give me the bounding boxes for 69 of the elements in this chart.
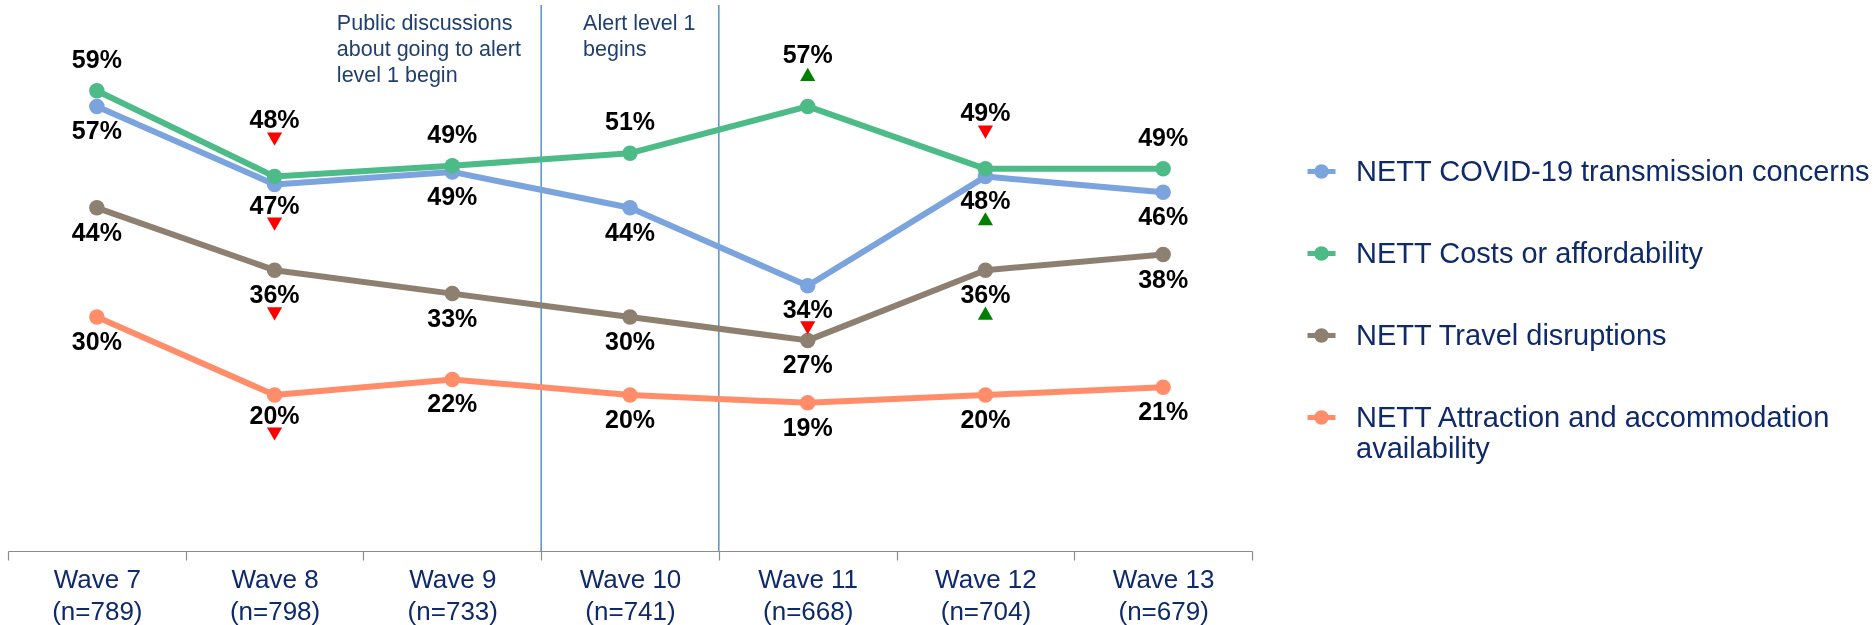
point [799, 98, 816, 115]
data-label: 51% [604, 107, 656, 136]
point [266, 168, 283, 185]
point [1155, 184, 1171, 200]
data-label: 57% [782, 40, 833, 69]
x-tick-label: Wave 10 (n=741) [579, 563, 682, 625]
data-label: 48% [249, 105, 300, 134]
x-tick-label: Wave 7 (n=789) [52, 563, 143, 625]
data-label: 36% [249, 280, 300, 309]
point [622, 309, 638, 325]
annotation: Public discussions about going to alert level 1 begin [336, 11, 521, 87]
data-label: 34% [782, 294, 833, 323]
legend-label: NETT Costs or affordability [1356, 236, 1704, 269]
point [977, 161, 994, 177]
point [799, 395, 816, 411]
point [1155, 246, 1171, 263]
data-label: 47% [249, 191, 300, 220]
point [266, 217, 283, 231]
x-tick-label: Wave 12 (n=704) [935, 563, 1037, 625]
x-tick-label: Wave 13 (n=679) [1112, 563, 1215, 625]
data-label: 49% [427, 119, 478, 148]
data-label: 21% [1138, 397, 1189, 426]
point [1155, 379, 1171, 395]
data-label: 49% [1138, 122, 1189, 151]
point [89, 200, 105, 216]
legend-label: NETT Travel disruptions [1356, 318, 1667, 351]
data-label: 38% [1138, 264, 1189, 293]
data-label: 59% [71, 44, 122, 73]
point [622, 387, 638, 403]
data-label: 20% [604, 405, 656, 433]
point [89, 98, 105, 115]
data-label: 33% [427, 303, 478, 332]
data-label: 49% [427, 181, 478, 210]
point [266, 262, 283, 278]
point [89, 83, 105, 99]
point [444, 371, 461, 388]
legend-label: NETT Attraction and accommodation availability [1356, 400, 1830, 464]
x-tick-label: Wave 8 (n=798) [229, 563, 321, 625]
data-label: 30% [71, 327, 122, 355]
point [89, 309, 105, 325]
data-label: 44% [71, 217, 122, 246]
point [622, 200, 638, 216]
data-label: 46% [1138, 202, 1189, 231]
point [799, 332, 816, 349]
data-label: 30% [604, 327, 656, 355]
annotation: Alert level 1 begins [583, 11, 696, 61]
data-label: 20% [249, 401, 300, 429]
point [622, 145, 638, 161]
data-label: 57% [71, 116, 122, 145]
point [977, 125, 994, 139]
point [444, 157, 461, 174]
data-label: 22% [427, 389, 478, 418]
x-tick-label: Wave 9 (n=733) [407, 563, 498, 625]
data-label: 20% [960, 405, 1011, 433]
data-label: 27% [782, 350, 833, 379]
x-tick-label: Wave 11 (n=668) [758, 563, 859, 625]
point [266, 387, 283, 403]
data-label: 48% [960, 185, 1011, 214]
legend-label: NETT COVID-19 transmission concerns [1356, 154, 1870, 187]
point [444, 285, 461, 302]
point [800, 321, 816, 335]
point [1155, 161, 1171, 177]
data-label: 49% [960, 98, 1011, 127]
point [799, 278, 816, 294]
data-label: 44% [604, 217, 656, 246]
point [977, 262, 994, 278]
data-label: 36% [960, 280, 1011, 309]
point [977, 387, 994, 403]
data-label: 19% [782, 412, 833, 441]
